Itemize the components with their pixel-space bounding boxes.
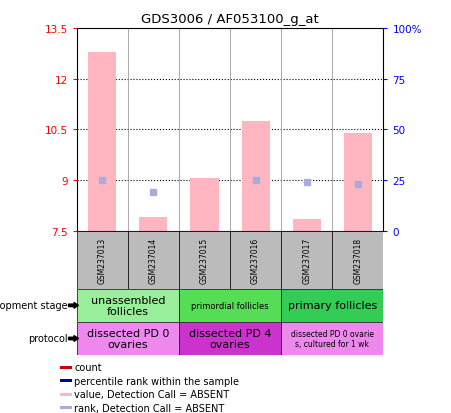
Text: development stage: development stage [0, 301, 68, 311]
Bar [60, 406, 72, 409]
Bar [344, 133, 372, 231]
Bar [139, 218, 167, 231]
Text: count: count [74, 363, 102, 373]
Bar [190, 179, 218, 231]
Text: percentile rank within the sample: percentile rank within the sample [74, 376, 239, 386]
Bar [179, 231, 230, 289]
Bar [230, 231, 281, 289]
Bar [332, 231, 383, 289]
Text: GSM237017: GSM237017 [302, 237, 311, 283]
Bar [60, 393, 72, 396]
Text: primary follicles: primary follicles [288, 301, 377, 311]
Text: primordial follicles: primordial follicles [191, 301, 269, 310]
Bar [128, 231, 179, 289]
Text: dissected PD 0 ovarie
s, cultured for 1 wk: dissected PD 0 ovarie s, cultured for 1 … [291, 329, 374, 348]
Text: GSM237016: GSM237016 [251, 237, 260, 283]
Text: value, Detection Call = ABSENT: value, Detection Call = ABSENT [74, 389, 230, 399]
Text: GSM237015: GSM237015 [200, 237, 209, 283]
Bar [77, 231, 128, 289]
Bar [281, 231, 332, 289]
Bar [77, 322, 179, 355]
Text: protocol: protocol [28, 334, 68, 344]
Text: unassembled
follicles: unassembled follicles [91, 295, 165, 316]
Bar [77, 289, 179, 322]
Title: GDS3006 / AF053100_g_at: GDS3006 / AF053100_g_at [141, 13, 319, 26]
Bar [281, 289, 383, 322]
Bar [60, 379, 72, 382]
Bar [281, 322, 383, 355]
Bar [88, 52, 116, 231]
Bar [293, 219, 321, 231]
Text: GSM237014: GSM237014 [149, 237, 158, 283]
Text: GSM237013: GSM237013 [98, 237, 107, 283]
Text: dissected PD 4
ovaries: dissected PD 4 ovaries [189, 328, 271, 349]
Text: dissected PD 0
ovaries: dissected PD 0 ovaries [87, 328, 169, 349]
Text: rank, Detection Call = ABSENT: rank, Detection Call = ABSENT [74, 403, 225, 413]
Bar [242, 122, 270, 231]
Bar [60, 366, 72, 369]
Bar [179, 322, 281, 355]
Bar [179, 289, 281, 322]
Text: GSM237018: GSM237018 [353, 237, 362, 283]
